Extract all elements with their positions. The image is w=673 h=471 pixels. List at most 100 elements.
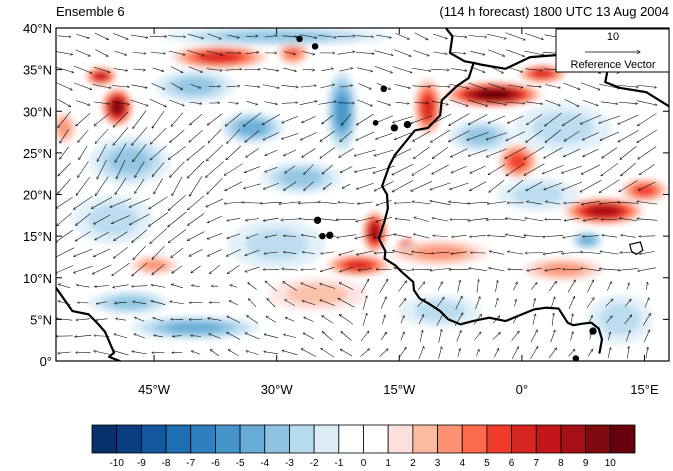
wind-vector [151,285,166,288]
wind-vector [393,251,413,256]
wind-vector [418,346,424,360]
wind-vector [617,85,638,87]
colorbar-swatch [165,424,192,454]
wind-vector [168,35,185,37]
wind-vector [627,346,629,359]
wind-vector [505,235,526,239]
wind-vector [599,115,621,123]
wind-vector [449,269,469,270]
colorbar-tick-label: 1 [385,458,391,469]
colorbar-tick-label: -9 [137,458,146,469]
wind-vector [488,49,505,57]
wind-vector [75,49,91,56]
wind-vector [450,182,469,189]
colorbar-tick-label: 6 [509,458,515,469]
wind-vector [619,180,638,192]
wind-vector [530,283,537,290]
wind-vector [95,128,109,144]
wind-vector [91,196,113,209]
wind-vector [94,32,109,40]
wind-vector [448,202,470,205]
wind-vector [526,86,541,87]
wind-vector [394,148,412,158]
wind-vector [358,83,372,90]
wind-vector [129,213,150,225]
wind-vector [264,36,278,38]
wind-vector [244,183,261,189]
wind-vector [135,161,145,178]
wind-vector [430,268,451,270]
wind-vector [318,102,337,105]
wind-vector [470,235,486,237]
wind-vector [393,116,413,123]
wind-vector [413,50,430,55]
wind-vector [639,181,656,190]
wind-vector [394,268,412,272]
wind-vector [432,218,449,222]
wind-vector [113,284,129,288]
wind-vector [58,178,71,194]
wind-vector [411,180,433,191]
wind-vector [283,51,296,55]
wind-vector [418,315,424,325]
wind-vector [210,350,220,357]
wind-vector [285,165,296,173]
wind-vector [189,129,203,142]
wind-vector [474,332,482,341]
wind-vector [398,347,406,359]
wind-vector [304,181,314,191]
colorbar-swatch [486,424,512,454]
wind-vector [413,234,430,239]
anomaly-contour [109,296,150,309]
wind-vector [600,131,619,140]
wind-vector [400,332,405,341]
wind-vector [149,196,168,209]
wind-vector [624,299,631,307]
anomaly-contour [58,119,71,137]
wind-vector [320,284,336,289]
wind-vector [618,202,639,203]
wind-vector [319,236,337,237]
wind-vector [74,82,92,90]
wind-vector [152,246,165,259]
wind-vector [362,313,367,326]
colorbar-swatch [264,424,290,454]
wind-vector [357,99,372,106]
wind-vector [430,85,450,87]
wind-vector [242,203,263,204]
wind-vector [265,166,278,172]
wind-vector [171,319,184,320]
wind-vector [561,165,583,173]
anomaly-contour [335,94,349,128]
wind-vector [339,283,354,290]
island [403,120,412,129]
colorbar-tick-label: 8 [558,458,564,469]
colorbar-tick-label: 3 [435,458,441,469]
wind-vector [206,144,224,161]
wind-vector [321,348,335,358]
wind-vector [564,203,580,204]
wind-vector [380,297,386,309]
wind-vector [619,218,638,222]
wind-vector [301,269,317,270]
anomaly-contour [111,100,123,114]
wind-vector [379,279,388,294]
wind-vector [430,182,451,190]
wind-vector [507,66,523,72]
wind-vector [94,336,110,337]
wind-vector [187,145,205,161]
wind-vector [93,66,111,73]
wind-vector [190,113,203,125]
wind-vector [76,176,91,195]
wind-vector [267,298,276,308]
wind-vector [75,213,91,226]
wind-vector [150,145,167,160]
wind-vector [545,129,561,143]
wind-vector [262,84,280,88]
wind-vector [356,131,375,140]
wind-vector [564,217,580,221]
wind-vector [227,332,241,340]
wind-vector [636,100,657,105]
wind-vector [486,219,508,220]
